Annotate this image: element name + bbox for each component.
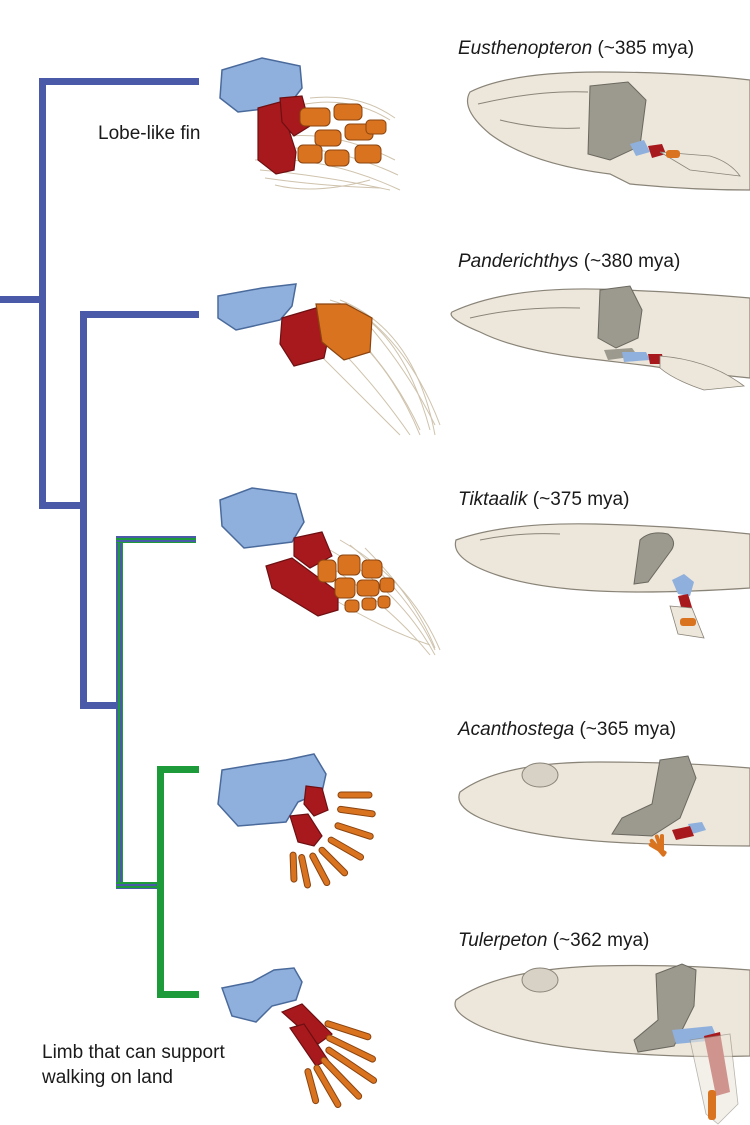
taxon-name: Tulerpeton <box>458 930 548 951</box>
distal-bones <box>315 303 373 361</box>
ulna-bone <box>289 813 323 847</box>
taxon-name: Eusthenopteron <box>458 38 593 59</box>
taxon-age: (~380 mya) <box>583 251 681 272</box>
tiktaalik-fin <box>219 487 441 656</box>
taxon-label-panderichthys: Panderichthys (~380 mya) <box>458 251 680 273</box>
digits <box>289 791 376 889</box>
lobe-fin-annotation: Lobe-like fin <box>98 123 201 144</box>
phylogenetic-tree <box>0 78 199 998</box>
digits <box>304 1020 378 1108</box>
tulerpeton-limb <box>221 967 378 1108</box>
humerus-bone <box>217 283 297 331</box>
ulna-bone <box>265 557 339 617</box>
taxon-name: Panderichthys <box>458 251 579 272</box>
transition-branches <box>116 536 196 889</box>
tiktaalik-body <box>454 523 750 639</box>
ulna-bone <box>279 307 331 367</box>
humerus-bone <box>219 487 305 549</box>
taxon-name: Tiktaalik <box>458 489 528 510</box>
radius-bone <box>303 785 329 817</box>
taxon-age: (~362 mya) <box>552 930 650 951</box>
taxon-age: (~365 mya) <box>579 719 677 740</box>
limb-annotation: Limb that can support walking on land <box>42 1040 225 1090</box>
radius-bone <box>279 95 311 137</box>
limb-lineage-branches <box>157 766 199 998</box>
eusthenopteron-body <box>466 71 750 191</box>
taxon-label-tiktaalik: Tiktaalik (~375 mya) <box>458 489 629 511</box>
humerus-bone <box>221 967 303 1023</box>
taxon-label-acanthostega: Acanthostega (~365 mya) <box>458 719 676 741</box>
tulerpeton-body <box>454 963 750 1125</box>
distal-bones <box>317 554 395 613</box>
taxon-name: Acanthostega <box>458 719 575 740</box>
taxon-label-tulerpeton: Tulerpeton (~362 mya) <box>458 930 649 952</box>
panderichthys-fin <box>217 283 441 436</box>
taxon-age: (~375 mya) <box>532 489 630 510</box>
eusthenopteron-fin <box>219 57 401 191</box>
limb-annotation-line-1: Limb that can support <box>42 1042 225 1063</box>
acanthostega-body <box>458 755 750 857</box>
fin-lineage-branches <box>0 78 199 709</box>
distal-bones <box>297 103 387 167</box>
acanthostega-limb <box>217 753 376 889</box>
taxon-age: (~385 mya) <box>597 38 695 59</box>
limb-annotation-line-2: walking on land <box>42 1067 173 1088</box>
taxon-label-eusthenopteron: Eusthenopteron (~385 mya) <box>458 38 694 60</box>
panderichthys-body <box>450 285 750 391</box>
